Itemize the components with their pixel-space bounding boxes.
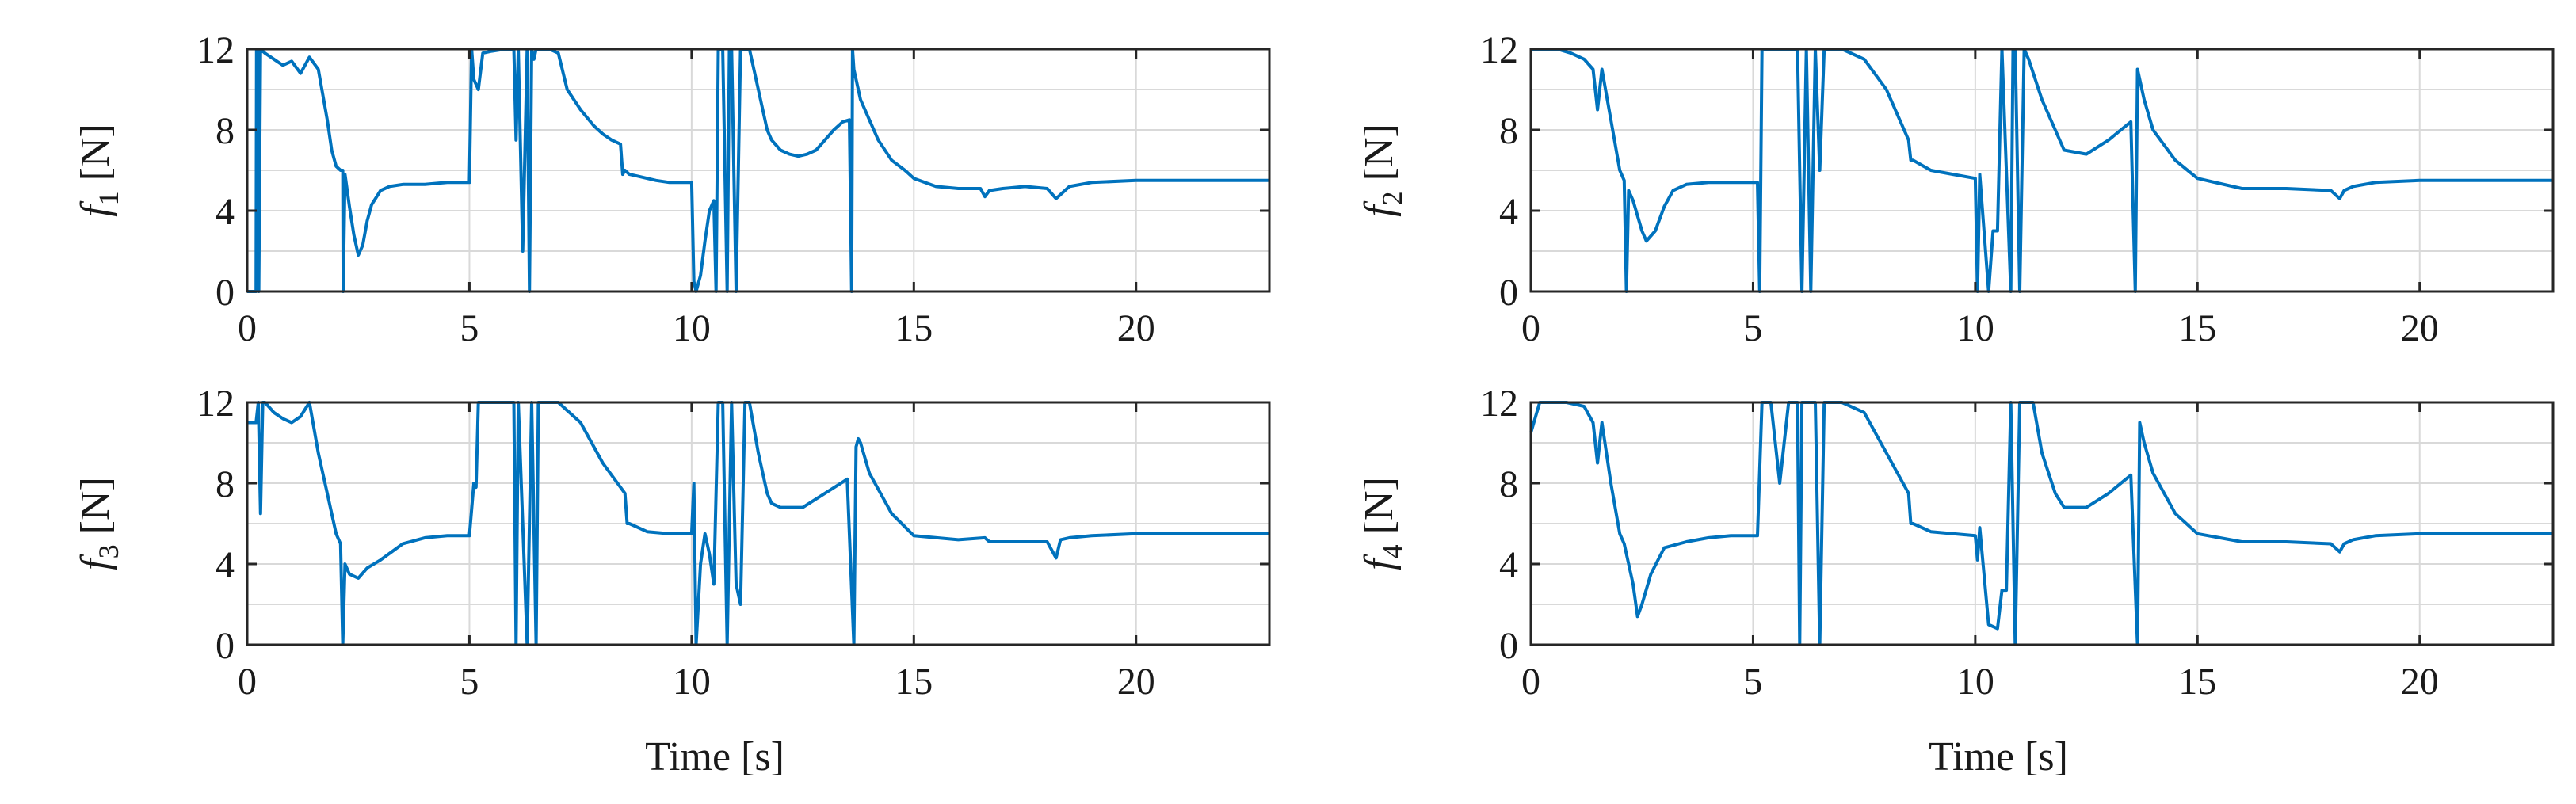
- y-tick-label: 12: [1480, 29, 1518, 71]
- y-tick-label: 12: [1480, 383, 1518, 425]
- y-tick-label: 8: [1499, 463, 1518, 505]
- x-tick-label: 15: [895, 661, 933, 703]
- x-tick-label: 5: [460, 307, 479, 349]
- x-tick-label: 20: [2401, 307, 2439, 349]
- y-axis-label-unit: [N]: [1357, 124, 1402, 191]
- y-tick-label: 0: [1499, 625, 1518, 667]
- chart-f1: 0 5 10 15 20 0 4 8 12 f1 [N]: [73, 29, 1271, 349]
- y-tick-label: 4: [1499, 544, 1518, 586]
- x-tick-label: 15: [895, 307, 933, 349]
- x-axis-label: Time [s]: [645, 734, 784, 779]
- chart-f3: 0 5 10 15 20 0 4 8 12 f3 [N] Time [s]: [73, 383, 1271, 779]
- x-tick-label: 10: [673, 661, 711, 703]
- x-tick-label: 5: [1743, 661, 1762, 703]
- y-tick-label: 4: [216, 544, 235, 586]
- y-axis-label-sub: 2: [1376, 191, 1408, 205]
- x-tick-label: 0: [238, 307, 257, 349]
- y-axis-label: f1 [N]: [73, 124, 124, 217]
- y-tick-label: 8: [216, 110, 235, 152]
- y-axis-label-unit: [N]: [1357, 477, 1402, 544]
- chart-f4: 0 5 10 15 20 0 4 8 12 f4 [N] Time [s]: [1357, 383, 2555, 779]
- y-tick-label: 0: [1499, 272, 1518, 314]
- y-tick-label: 8: [216, 463, 235, 505]
- x-tick-label: 0: [1521, 307, 1540, 349]
- series-line: [247, 401, 1269, 646]
- x-tick-label: 15: [2178, 307, 2216, 349]
- y-tick-label: 4: [1499, 191, 1518, 233]
- axis-frame: [246, 401, 1271, 646]
- y-tick-label: 12: [197, 383, 235, 425]
- x-tick-label: 10: [673, 307, 711, 349]
- y-axis-label: f3 [N]: [73, 477, 124, 570]
- chart-f2: 0 5 10 15 20 0 4 8 12 f2 [N]: [1357, 29, 2555, 349]
- axis-frame: [1529, 48, 2555, 293]
- series-line: [247, 48, 1269, 293]
- x-tick-label: 5: [460, 661, 479, 703]
- y-axis-label: f2 [N]: [1357, 124, 1408, 217]
- y-axis-label-sub: 4: [1376, 544, 1408, 558]
- y-tick-label: 4: [216, 191, 235, 233]
- x-tick-label: 10: [1956, 307, 1994, 349]
- series-line: [1531, 48, 2553, 293]
- x-tick-label: 5: [1743, 307, 1762, 349]
- x-tick-label: 20: [1117, 307, 1155, 349]
- x-tick-label: 0: [1521, 661, 1540, 703]
- y-axis-label-sub: 1: [93, 191, 124, 205]
- y-tick-label: 8: [1499, 110, 1518, 152]
- x-tick-label: 15: [2178, 661, 2216, 703]
- x-tick-label: 20: [1117, 661, 1155, 703]
- y-axis-label-sub: 3: [93, 544, 124, 558]
- axis-frame: [1529, 401, 2555, 646]
- y-tick-label: 0: [216, 625, 235, 667]
- y-tick-label: 12: [197, 29, 235, 71]
- x-tick-label: 20: [2401, 661, 2439, 703]
- x-tick-label: 10: [1956, 661, 1994, 703]
- y-axis-label: f4 [N]: [1357, 477, 1408, 570]
- y-axis-label-unit: [N]: [73, 477, 118, 544]
- x-axis-label: Time [s]: [1929, 734, 2068, 779]
- y-tick-label: 0: [216, 272, 235, 314]
- axis-frame: [246, 48, 1271, 293]
- y-axis-label-unit: [N]: [73, 124, 118, 191]
- x-tick-label: 0: [238, 661, 257, 703]
- series-line: [1529, 401, 2553, 646]
